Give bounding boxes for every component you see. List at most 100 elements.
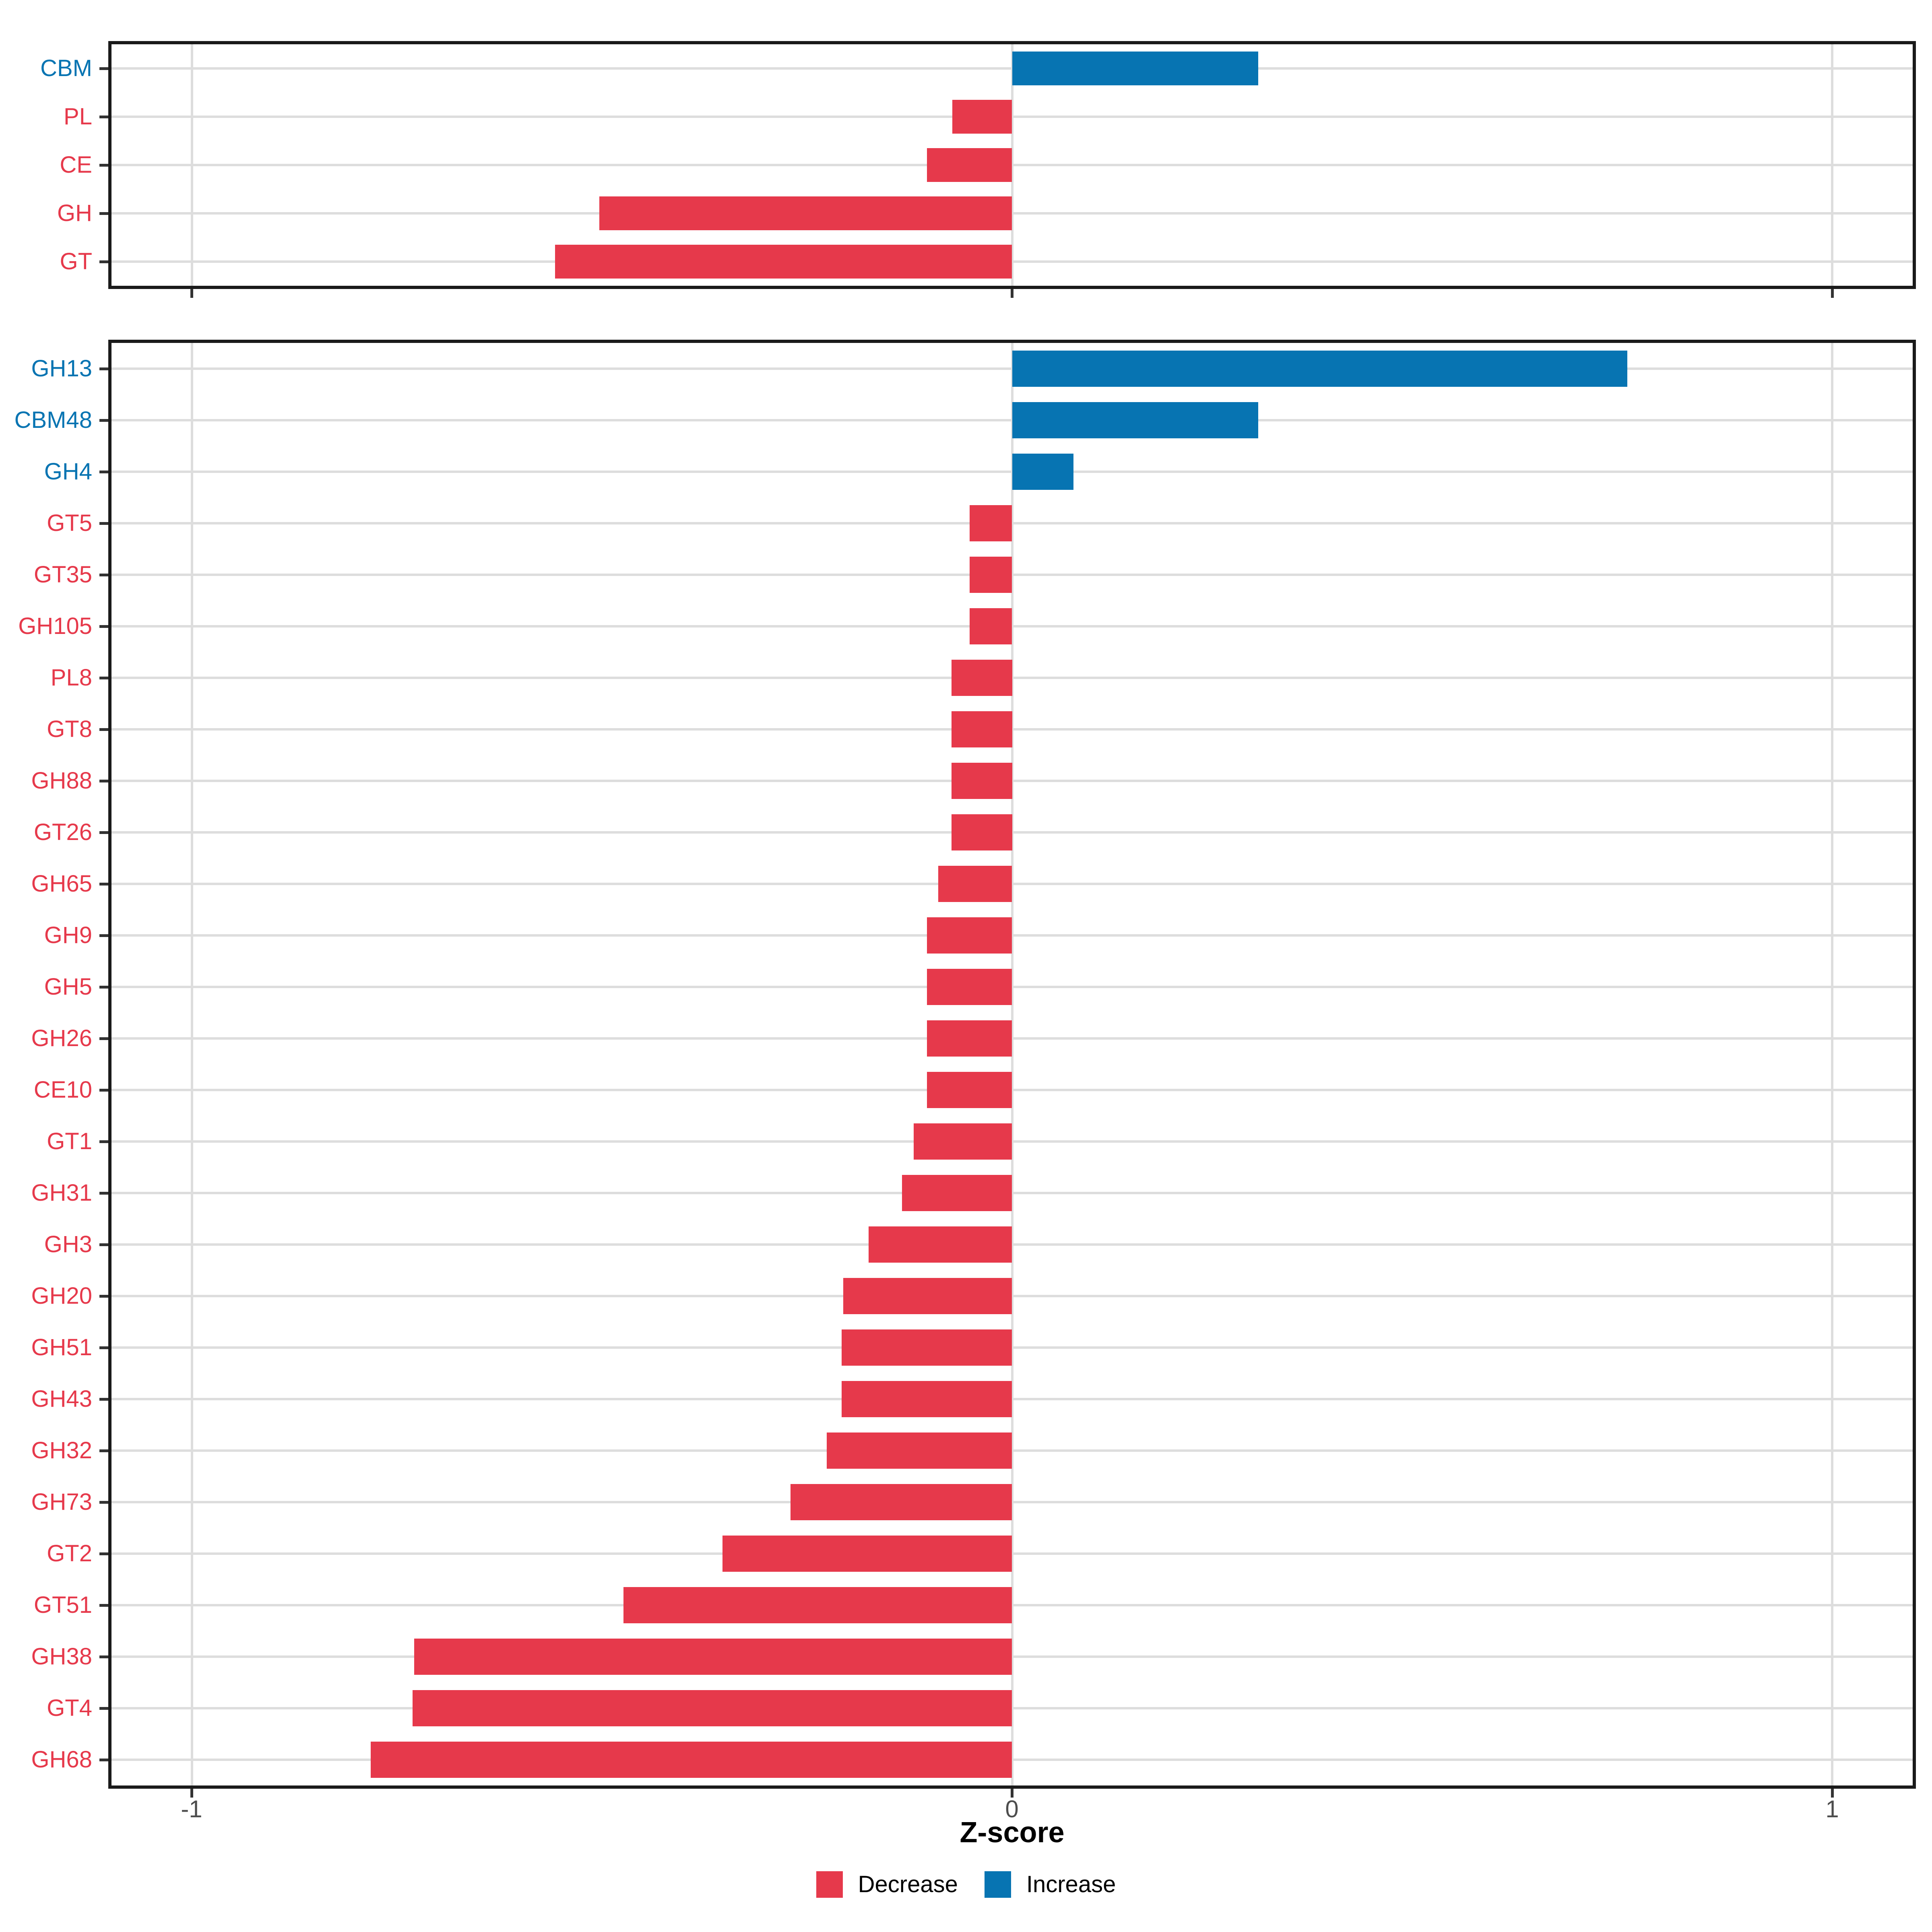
- category-label-GH73: GH73: [31, 1489, 92, 1515]
- category-label-GH68: GH68: [31, 1746, 92, 1773]
- category-label-GH38: GH38: [31, 1643, 92, 1670]
- bar-GT1: [913, 1123, 1012, 1160]
- category-label-GH4: GH4: [44, 458, 92, 485]
- category-label-GH13: GH13: [31, 355, 92, 382]
- x-tick-label-one: 1: [1825, 1796, 1839, 1823]
- category-label-GT: GT: [60, 248, 92, 275]
- y-tick-PL8: [99, 676, 108, 679]
- bar-GH: [599, 196, 1012, 230]
- y-tick-GT: [99, 260, 108, 263]
- category-label-GT51: GT51: [33, 1592, 92, 1618]
- category-label-GH51: GH51: [31, 1334, 92, 1360]
- bar-GH73: [791, 1484, 1012, 1520]
- category-label-GH88: GH88: [31, 768, 92, 794]
- y-tick-GT5: [99, 522, 108, 525]
- bar-GH9: [927, 917, 1012, 954]
- category-label-GT1: GT1: [47, 1128, 92, 1154]
- bar-GH31: [902, 1175, 1012, 1211]
- y-tick-GH3: [99, 1243, 108, 1246]
- bar-GT8: [951, 711, 1012, 747]
- horizontal-gridline-CE10: [111, 1089, 1913, 1091]
- bar-GH38: [414, 1639, 1012, 1675]
- horizontal-gridline-GH31: [111, 1192, 1913, 1194]
- horizontal-gridline-GH65: [111, 883, 1913, 885]
- y-tick-GH51: [99, 1346, 108, 1349]
- horizontal-gridline-GT4: [111, 1707, 1913, 1709]
- horizontal-gridline-CE: [111, 164, 1913, 166]
- y-tick-CBM: [99, 67, 108, 70]
- bar-GH68: [370, 1742, 1012, 1778]
- bar-GT2: [722, 1536, 1012, 1572]
- bar-GT: [555, 245, 1012, 279]
- horizontal-gridline-GH9: [111, 934, 1913, 937]
- y-tick-GH65: [99, 882, 108, 886]
- horizontal-gridline-GT: [111, 260, 1913, 263]
- category-label-PL: PL: [64, 103, 92, 130]
- y-tick-CBM48: [99, 419, 108, 422]
- bar-GH4: [1012, 454, 1074, 490]
- horizontal-gridline-GH5: [111, 986, 1913, 988]
- vertical-gridline-cazyme-families-0: [1011, 343, 1013, 1785]
- y-tick-GH26: [99, 1037, 108, 1040]
- x-tick-label-minus1: -1: [181, 1796, 202, 1823]
- category-label-GH26: GH26: [31, 1025, 92, 1051]
- horizontal-gridline-GH3: [111, 1243, 1913, 1246]
- category-label-CE10: CE10: [33, 1077, 92, 1103]
- y-tick-GT4: [99, 1707, 108, 1710]
- horizontal-gridline-GT26: [111, 831, 1913, 834]
- category-label-GT2: GT2: [47, 1540, 92, 1567]
- y-tick-GH: [99, 212, 108, 215]
- vertical-gridline-cazyme-families--1: [190, 343, 193, 1785]
- category-label-CBM48: CBM48: [14, 407, 92, 433]
- horizontal-gridline-GH20: [111, 1295, 1913, 1297]
- x-tick-cazyme-classes-1: [1831, 289, 1834, 298]
- y-tick-GT2: [99, 1552, 108, 1555]
- horizontal-gridline-GT35: [111, 574, 1913, 576]
- category-label-GT8: GT8: [47, 716, 92, 742]
- horizontal-gridline-GH88: [111, 780, 1913, 782]
- y-tick-GH4: [99, 470, 108, 473]
- category-label-CBM: CBM: [40, 55, 92, 81]
- x-tick-cazyme-classes-0: [1011, 289, 1013, 298]
- x-tick-cazyme-families--1: [190, 1789, 194, 1798]
- category-label-GH20: GH20: [31, 1283, 92, 1309]
- bar-GH20: [843, 1278, 1012, 1314]
- horizontal-gridline-PL8: [111, 677, 1913, 679]
- legend-label-decrease: Decrease: [858, 1871, 958, 1897]
- horizontal-gridline-GH105: [111, 625, 1913, 627]
- x-tick-cazyme-classes--1: [190, 289, 194, 298]
- horizontal-gridline-GH43: [111, 1398, 1913, 1400]
- horizontal-gridline-GH73: [111, 1501, 1913, 1503]
- bar-GH13: [1012, 351, 1627, 387]
- y-tick-GH43: [99, 1397, 108, 1401]
- legend-label-increase: Increase: [1026, 1871, 1116, 1897]
- bar-GH26: [927, 1020, 1012, 1057]
- legend: Decrease Increase: [0, 1871, 1932, 1898]
- bar-CE10: [927, 1072, 1012, 1108]
- y-tick-PL: [99, 115, 108, 118]
- y-tick-GT26: [99, 831, 108, 834]
- y-tick-GH9: [99, 934, 108, 937]
- x-axis-title: Z-score: [960, 1816, 1065, 1849]
- y-tick-GT8: [99, 728, 108, 731]
- category-label-GT5: GT5: [47, 510, 92, 536]
- category-label-GH9: GH9: [44, 922, 92, 948]
- bar-CBM: [1012, 52, 1258, 85]
- bar-GH43: [841, 1381, 1012, 1417]
- x-tick-cazyme-families-0: [1011, 1789, 1013, 1798]
- bar-GH5: [927, 969, 1012, 1005]
- bar-PL8: [951, 660, 1012, 696]
- category-label-GH43: GH43: [31, 1386, 92, 1412]
- horizontal-gridline-GT8: [111, 728, 1913, 731]
- bar-GH51: [841, 1329, 1012, 1366]
- y-tick-GH68: [99, 1758, 108, 1761]
- legend-swatch-decrease: [816, 1871, 843, 1898]
- x-tick-cazyme-families-1: [1831, 1789, 1834, 1798]
- bar-GT35: [969, 557, 1012, 593]
- bar-GT5: [969, 505, 1012, 541]
- horizontal-gridline-GT51: [111, 1604, 1913, 1606]
- y-tick-GH105: [99, 625, 108, 628]
- legend-swatch-increase: [984, 1871, 1011, 1898]
- bar-GT26: [951, 814, 1012, 850]
